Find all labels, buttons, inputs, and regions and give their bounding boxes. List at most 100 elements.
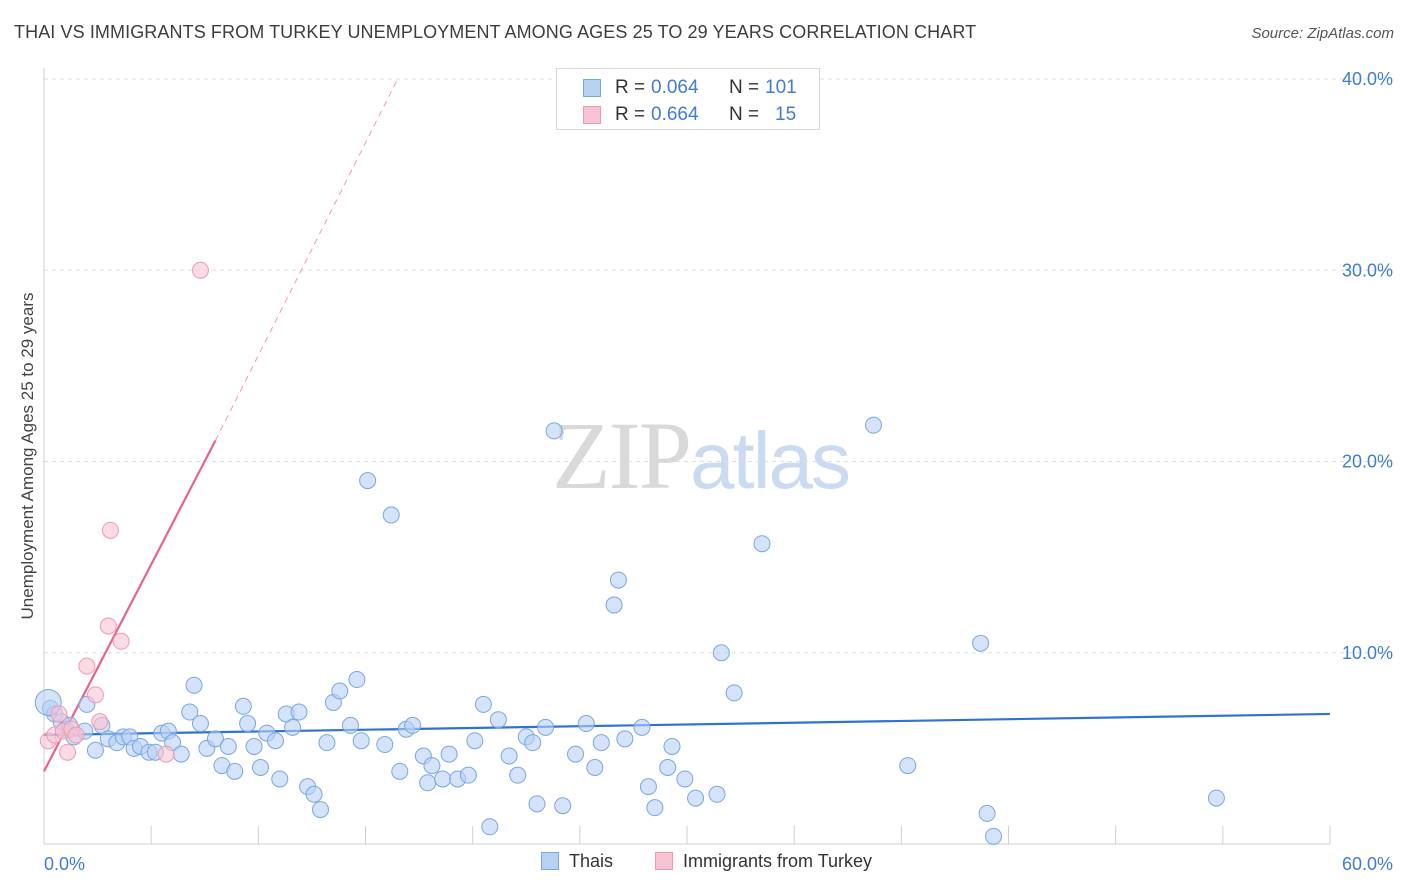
- turkey-point: [101, 521, 119, 539]
- legend-swatch-turkey: [583, 106, 601, 124]
- thai-point: [725, 684, 743, 702]
- thai-point: [676, 770, 694, 788]
- thai-point: [646, 799, 664, 817]
- thai-point: [663, 737, 681, 755]
- turkey-point: [157, 745, 175, 763]
- thai-point: [234, 697, 252, 715]
- thai-point: [352, 732, 370, 750]
- thai-point: [251, 759, 269, 776]
- axes: [43, 68, 1331, 845]
- turkey-point: [67, 726, 85, 744]
- thai-point: [864, 416, 882, 434]
- turkey-point: [78, 657, 96, 675]
- thai-point: [984, 827, 1002, 845]
- legend-row-thais: R = 0.064 N = 101: [557, 75, 819, 101]
- thai-point: [509, 766, 527, 784]
- thai-point: [191, 715, 209, 733]
- legend-n-value: 101: [765, 77, 797, 98]
- thai-point: [226, 762, 244, 780]
- turkey-point: [99, 617, 117, 635]
- turkey-trend-extension: [215, 78, 399, 441]
- thai-point: [978, 804, 996, 822]
- legend-r-value: 0.064: [651, 77, 699, 98]
- legend-row-turkey: R = 0.664 N = 15: [557, 102, 819, 128]
- thai-point: [1207, 789, 1225, 807]
- series-legend-thais: Thais: [541, 851, 613, 872]
- thai-point: [290, 703, 308, 721]
- thai-point: [537, 718, 555, 736]
- thai-point: [318, 734, 336, 752]
- thai-point: [239, 715, 257, 733]
- thai-point: [474, 695, 492, 713]
- thai-point: [423, 757, 441, 775]
- thai-point: [586, 759, 604, 776]
- trend-lines: [43, 78, 1331, 772]
- legend-n-value: 15: [775, 104, 797, 125]
- thai-point: [440, 745, 458, 763]
- correlation-legend: R = 0.064 N = 101 R = 0.664 N = 15: [556, 68, 820, 130]
- thai-point: [419, 774, 437, 792]
- thai-point: [305, 785, 323, 803]
- thai-point: [500, 747, 518, 765]
- series-label-turkey: Immigrants from Turkey: [683, 851, 873, 871]
- legend-swatch-thais: [583, 79, 601, 97]
- thai-point: [271, 770, 289, 788]
- legend-r-value: 0.664: [651, 104, 699, 125]
- thai-point: [219, 737, 237, 755]
- thai-point: [554, 797, 572, 815]
- thai-point: [753, 535, 771, 553]
- thai-point: [616, 730, 634, 748]
- legend-r-label: R =: [615, 77, 646, 98]
- thai-point: [605, 596, 623, 614]
- tick-labels: 10.0% 20.0% 30.0% 40.0% 0.0% 60.0%: [44, 69, 1393, 874]
- thai-point: [708, 785, 726, 803]
- series-label-thais: Thais: [569, 851, 614, 871]
- thai-point: [359, 472, 377, 490]
- thai-point: [567, 745, 585, 763]
- thai-point: [972, 634, 990, 652]
- turkey-trend-line: [43, 439, 217, 772]
- thai-point: [899, 757, 917, 775]
- thai-point: [404, 716, 422, 734]
- thai-point: [434, 770, 452, 788]
- thai-point: [577, 715, 595, 733]
- series-legend-turkey: Immigrants from Turkey: [655, 851, 872, 872]
- turkey-point: [59, 743, 77, 761]
- thai-point: [382, 506, 400, 524]
- thai-point: [528, 795, 546, 813]
- thai-point: [181, 703, 199, 721]
- thai-point: [172, 745, 190, 763]
- y-tick-label: 40.0%: [1342, 69, 1393, 89]
- thai-point: [206, 730, 224, 748]
- x-tick-label-max: 60.0%: [1342, 854, 1393, 874]
- thai-point: [633, 718, 651, 736]
- chart-title: THAI VS IMMIGRANTS FROM TURKEY UNEMPLOYM…: [14, 22, 977, 42]
- thai-point: [524, 734, 542, 752]
- thai-point: [341, 716, 359, 734]
- turkey-point: [191, 261, 209, 279]
- thai-point: [687, 789, 705, 807]
- legend-r-label: R =: [615, 104, 646, 125]
- thai-point: [609, 571, 627, 589]
- thai-point: [712, 644, 730, 662]
- thai-point: [459, 766, 477, 784]
- thai-point: [86, 741, 104, 759]
- thai-point: [311, 801, 329, 819]
- series-swatch-thais: [541, 852, 559, 870]
- thai-point: [245, 737, 263, 755]
- turkey-point: [86, 686, 104, 704]
- y-tick-label: 20.0%: [1342, 452, 1393, 472]
- gridlines: [44, 78, 1392, 654]
- legend-n-label: N =: [729, 104, 760, 125]
- series-swatch-turkey: [655, 852, 673, 870]
- watermark: ZIPatlas: [552, 400, 851, 511]
- source-label: Source: ZipAtlas.com: [1251, 25, 1394, 42]
- series-legend: Thais Immigrants from Turkey: [0, 851, 1406, 877]
- thai-point: [266, 732, 284, 750]
- x-tick-label-min: 0.0%: [44, 854, 85, 874]
- legend-n-label: N =: [729, 77, 760, 98]
- watermark-atlas: atlas: [690, 416, 851, 505]
- turkey-point: [50, 705, 68, 723]
- thai-point: [466, 732, 484, 750]
